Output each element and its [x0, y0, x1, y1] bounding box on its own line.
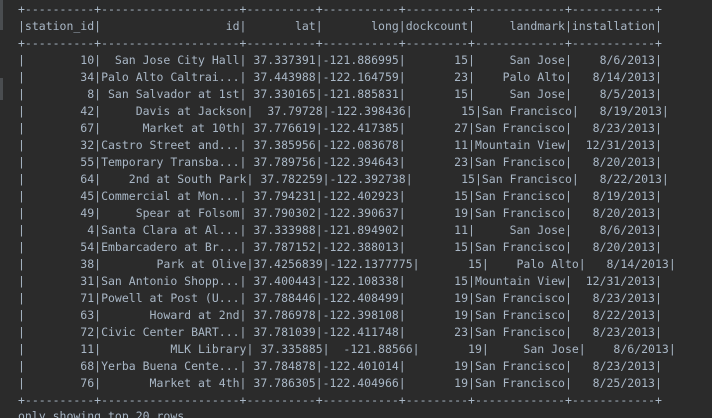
gutter-marker [0, 0, 3, 30]
table-header-separator: +----------+--------------------+-------… [18, 36, 662, 50]
table-border-top: +----------+--------------------+-------… [18, 2, 662, 16]
table-row: | 71|Powell at Post (U...| 37.788446|-12… [18, 291, 662, 305]
table-row: | 38| Park at Olive|37.4256839|-122.1377… [18, 257, 676, 271]
table-row: | 64| 2nd at South Park| 37.782259|-122.… [18, 172, 669, 186]
table-row: | 67| Market at 10th| 37.776619|-122.417… [18, 121, 662, 135]
table-row: | 54|Embarcadero at Br...| 37.787152|-12… [18, 240, 662, 254]
table-row: | 68|Yerba Buena Cente...| 37.784878|-12… [18, 359, 662, 373]
table-row: | 49| Spear at Folsom| 37.790302|-122.39… [18, 206, 662, 220]
table-row: | 72|Civic Center BART...| 37.781039|-12… [18, 325, 662, 339]
table-row: | 32|Castro Street and...| 37.385956|-12… [18, 138, 662, 152]
table-row: | 63| Howard at 2nd| 37.786978|-122.3981… [18, 308, 662, 322]
table-row: | 8| San Salvador at 1st| 37.330165|-121… [18, 87, 662, 101]
table-border-bottom: +----------+--------------------+-------… [18, 393, 662, 407]
table-header-row: |station_id| id| lat| long|dockcount| la… [18, 19, 662, 33]
table-row: | 10| San Jose City Hall| 37.337391|-121… [18, 53, 662, 67]
table-row: | 55|Temporary Transba...| 37.789756|-12… [18, 155, 662, 169]
gutter-marker [0, 78, 3, 100]
table-row: | 4|Santa Clara at Al...| 37.333988|-121… [18, 223, 662, 237]
table-row: | 42| Davis at Jackson| 37.79728|-122.39… [18, 104, 669, 118]
table-output: +----------+--------------------+-------… [18, 1, 676, 409]
table-row: | 11| MLK Library| 37.335885| -121.88566… [18, 342, 676, 356]
table-row: | 31|San Antonio Shopp...| 37.400443|-12… [18, 274, 662, 288]
table-row: | 45|Commercial at Mon...| 37.794231|-12… [18, 189, 662, 203]
table-row: | 34|Palo Alto Caltrai...| 37.443988|-12… [18, 70, 662, 84]
table-row: | 76| Market at 4th| 37.786305|-122.4049… [18, 376, 662, 390]
row-limit-notice: only showing top 20 rows [18, 409, 185, 418]
